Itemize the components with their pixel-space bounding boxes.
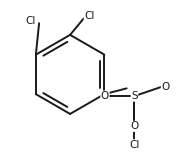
Text: O: O bbox=[161, 82, 170, 92]
Text: Cl: Cl bbox=[25, 16, 36, 26]
Text: O: O bbox=[130, 121, 139, 131]
Text: Cl: Cl bbox=[84, 11, 95, 21]
Text: S: S bbox=[131, 91, 138, 101]
Text: O: O bbox=[101, 91, 109, 101]
Text: Cl: Cl bbox=[129, 140, 140, 150]
